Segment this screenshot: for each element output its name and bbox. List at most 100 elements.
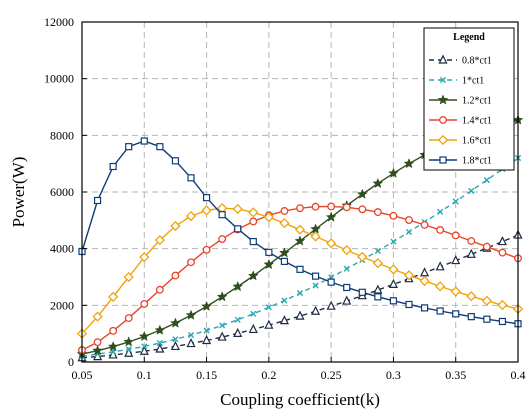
data-point [373,284,383,294]
data-point [109,326,118,335]
data-point [327,278,335,286]
data-point [140,137,148,145]
data-point [219,322,226,329]
data-point [202,245,211,254]
data-point [467,313,475,321]
data-point [296,290,304,297]
data-point [403,157,415,169]
data-point [436,307,444,315]
legend-marker [439,76,447,84]
data-point [388,167,399,178]
data-point [218,211,226,219]
legend-label: 1.8*ct1 [462,156,492,167]
data-point [171,157,180,165]
data-point [249,237,257,246]
legend-label: 1*ct1 [462,76,484,87]
data-point [170,340,180,351]
data-point [234,316,241,323]
data-point [357,251,368,263]
data-point [420,220,429,229]
data-point [452,198,459,205]
x-axis-title: Coupling coefficient(k) [220,390,380,409]
x-tick-label: 0.3 [386,368,401,382]
data-point [218,235,227,243]
data-point [483,315,491,323]
data-point [295,310,305,320]
y-tick-label: 0 [68,355,74,369]
data-point [420,267,430,277]
data-point [125,346,132,353]
data-point [232,280,244,292]
data-point [310,223,321,234]
data-point [264,319,274,329]
x-tick-label: 0.05 [72,368,93,382]
x-tick-label: 0.1 [137,368,152,382]
data-point [466,291,477,302]
series-1.6*ct1 [76,203,524,339]
legend-label: 1.6*ct1 [462,136,492,147]
data-point [389,297,398,305]
data-point [171,271,180,280]
data-point [109,162,117,171]
data-point [140,299,149,308]
data-point [279,315,289,325]
data-point [388,264,399,275]
data-point [186,338,196,348]
data-point [311,305,321,315]
data-point [263,258,275,270]
data-point [202,334,212,345]
data-point [294,224,306,235]
data-point [247,270,259,281]
data-point [358,205,367,214]
data-point [356,188,368,199]
data-point [123,271,134,283]
data-point [187,258,195,267]
y-tick-label: 6000 [50,185,74,199]
legend-item: 1.8*ct1 [429,156,492,167]
legend: Legend 0.8*ct1 1*ct1 1.2*ct1 1.4*ct1 1.6*ct1… [423,27,515,171]
data-point [156,339,163,347]
data-point [232,203,243,215]
data-point [201,205,212,216]
data-point [185,210,197,222]
x-tick-label: 0.35 [445,368,466,382]
data-point [312,282,319,289]
x-tick-label: 0.4 [511,368,526,382]
data-point [468,187,475,194]
data-point [374,293,382,301]
data-point [342,203,351,212]
data-point [216,291,228,302]
data-point [279,218,290,229]
data-point [233,327,243,337]
data-point [296,265,304,273]
y-tick-label: 2000 [50,298,74,312]
data-point [389,211,398,220]
legend-item: 1*ct1 [429,76,484,87]
data-point [92,311,103,322]
data-point [388,278,398,288]
data-point [170,317,181,328]
legend-marker [437,94,449,105]
data-point [498,248,507,257]
data-point [326,238,337,249]
data-point [263,212,274,223]
data-point [498,317,507,326]
data-point [327,202,336,211]
data-point [310,231,321,242]
data-point [201,300,212,312]
data-point [249,217,258,226]
data-point [403,270,415,281]
data-point [341,244,352,256]
data-point [450,286,461,297]
data-point [124,347,134,357]
data-point [451,255,461,265]
y-tick-label: 8000 [50,128,74,142]
data-point [280,257,289,266]
data-point [248,323,258,334]
data-point [373,208,382,217]
data-point [185,309,197,320]
data-point [481,295,492,306]
data-point [358,288,366,296]
data-point [436,226,445,234]
